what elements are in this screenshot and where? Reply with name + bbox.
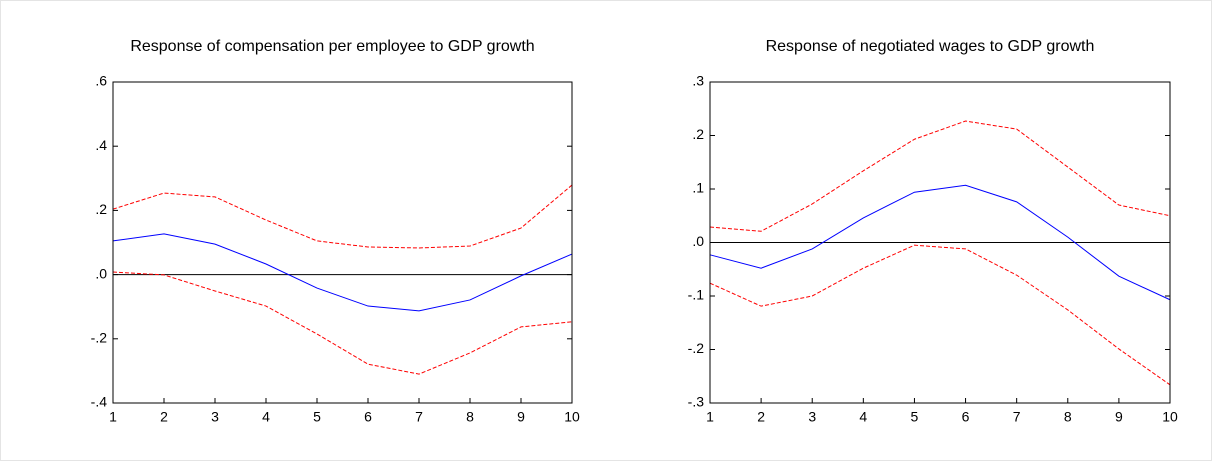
y-tick-label: .1 <box>692 180 704 196</box>
series-line <box>112 184 573 249</box>
series-line <box>709 184 1171 301</box>
x-tick-label: 10 <box>564 409 580 425</box>
x-tick-label: 9 <box>1115 409 1123 425</box>
y-tick-label: -.1 <box>688 287 705 303</box>
chart-title: Response of compensation per employee to… <box>130 38 534 55</box>
plot-frame <box>709 81 1171 404</box>
y-tick-label: .0 <box>95 265 107 281</box>
x-tick-label: 1 <box>109 409 117 425</box>
plot-frame <box>112 81 573 404</box>
x-tick-label: 8 <box>466 409 474 425</box>
y-tick-label: -.2 <box>91 330 108 346</box>
x-tick-label: 5 <box>313 409 321 425</box>
y-tick-label: -.2 <box>688 340 705 356</box>
y-tick-label: .3 <box>692 73 704 89</box>
series-line <box>709 120 1171 232</box>
series-line <box>112 233 573 312</box>
series-line <box>709 244 1171 386</box>
chart-title: Response of negotiated wages to GDP grow… <box>766 38 1095 55</box>
x-tick-label: 1 <box>706 409 714 425</box>
y-tick-label: -.4 <box>91 394 108 410</box>
y-tick-label: .6 <box>95 73 107 89</box>
y-tick-label: .2 <box>692 126 704 142</box>
y-tick-label: -.3 <box>688 394 705 410</box>
x-tick-label: 2 <box>757 409 765 425</box>
x-tick-label: 3 <box>211 409 219 425</box>
x-tick-label: 7 <box>415 409 423 425</box>
y-tick-label: .4 <box>95 137 107 153</box>
x-tick-label: 8 <box>1064 409 1072 425</box>
x-tick-label: 6 <box>962 409 970 425</box>
x-tick-label: 4 <box>262 409 270 425</box>
x-tick-label: 3 <box>808 409 816 425</box>
x-tick-label: 10 <box>1162 409 1178 425</box>
x-tick-label: 2 <box>160 409 168 425</box>
x-tick-label: 9 <box>517 409 525 425</box>
x-tick-label: 5 <box>911 409 919 425</box>
x-tick-label: 6 <box>364 409 372 425</box>
y-tick-label: .0 <box>692 233 704 249</box>
x-tick-label: 7 <box>1013 409 1021 425</box>
series-line <box>112 271 573 375</box>
y-tick-label: .2 <box>95 201 107 217</box>
x-tick-label: 4 <box>859 409 867 425</box>
